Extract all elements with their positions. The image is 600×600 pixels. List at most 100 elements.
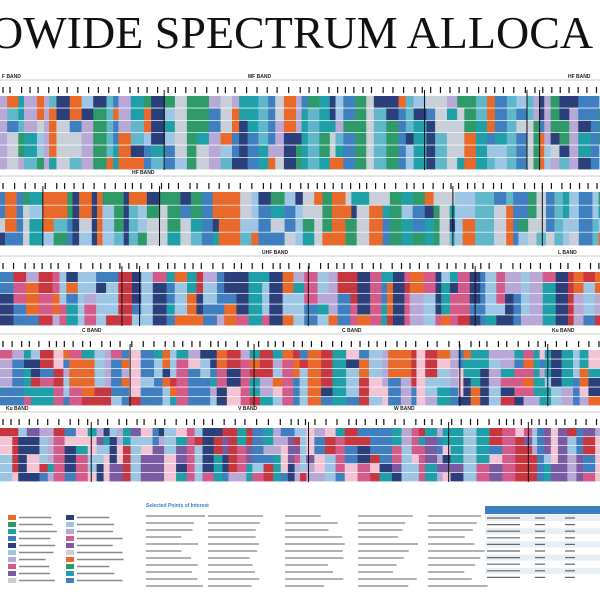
allocation-cell bbox=[545, 192, 555, 205]
allocation-cell bbox=[533, 133, 540, 145]
allocation-cell bbox=[423, 293, 436, 304]
allocation-cell bbox=[56, 96, 71, 108]
allocation-cell bbox=[594, 304, 600, 315]
allocation-cell bbox=[69, 368, 83, 378]
allocation-cell bbox=[275, 120, 285, 133]
allocation-cell bbox=[357, 464, 371, 473]
allocation-cell bbox=[0, 368, 13, 378]
allocation-cell bbox=[449, 272, 459, 283]
allocation-cell bbox=[111, 378, 122, 387]
allocation-cell bbox=[450, 455, 464, 464]
allocation-cell bbox=[67, 192, 73, 205]
allocation-cell bbox=[44, 108, 50, 121]
allocation-cell bbox=[47, 437, 55, 446]
legend-swatch bbox=[66, 550, 74, 555]
allocation-cell bbox=[44, 133, 50, 145]
allocation-cell bbox=[502, 446, 516, 455]
allocation-cell bbox=[0, 350, 13, 359]
allocation-cell bbox=[463, 473, 477, 482]
allocation-cell bbox=[170, 350, 177, 359]
allocation-cell bbox=[293, 387, 300, 397]
allocation-cell bbox=[433, 232, 440, 246]
allocation-cell bbox=[93, 120, 107, 133]
allocation-cell bbox=[210, 378, 218, 387]
allocation-cell bbox=[102, 232, 115, 246]
allocation-cell bbox=[437, 359, 451, 369]
allocation-cell bbox=[439, 219, 450, 232]
allocation-cell bbox=[151, 133, 166, 145]
allocation-cell bbox=[16, 205, 24, 219]
allocation-cell bbox=[130, 120, 145, 133]
allocation-cell bbox=[387, 304, 394, 315]
allocation-cell bbox=[140, 368, 155, 378]
allocation-cell bbox=[319, 120, 331, 133]
allocation-cell bbox=[12, 464, 19, 473]
allocation-cell bbox=[113, 133, 119, 145]
allocation-cell bbox=[561, 350, 574, 359]
allocation-cell bbox=[480, 378, 490, 387]
allocation-cell bbox=[579, 350, 589, 359]
allocation-cell bbox=[128, 359, 141, 369]
allocation-cell bbox=[166, 282, 176, 293]
allocation-cell bbox=[382, 350, 389, 359]
allocation-cell bbox=[218, 219, 233, 232]
allocation-cell bbox=[72, 205, 80, 219]
allocation-cell bbox=[269, 282, 283, 293]
allocation-cell bbox=[514, 359, 524, 369]
allocation-cell bbox=[387, 293, 394, 304]
allocation-cell bbox=[523, 387, 534, 397]
allocation-cell bbox=[480, 315, 486, 326]
allocation-cell bbox=[270, 232, 285, 246]
allocation-cell bbox=[53, 428, 65, 437]
allocation-cell bbox=[343, 120, 356, 133]
allocation-cell bbox=[36, 157, 45, 170]
allocation-cell bbox=[382, 396, 389, 406]
allocation-cell bbox=[344, 437, 358, 446]
allocation-cell bbox=[69, 120, 82, 133]
allocation-cell bbox=[59, 282, 67, 293]
allocation-cell bbox=[450, 396, 459, 406]
allocation-cell bbox=[72, 192, 80, 205]
allocation-cell bbox=[16, 219, 24, 232]
allocation-cell bbox=[16, 192, 24, 205]
allocation-cell bbox=[545, 232, 555, 246]
allocation-cell bbox=[321, 350, 333, 359]
allocation-cell bbox=[176, 350, 189, 359]
allocation-cell bbox=[247, 133, 259, 145]
allocation-cell bbox=[368, 396, 383, 406]
allocation-cell bbox=[411, 359, 417, 369]
allocation-cell bbox=[391, 464, 402, 473]
legend-swatch bbox=[8, 543, 16, 548]
allocation-cell bbox=[331, 219, 346, 232]
allocation-cell bbox=[81, 108, 94, 121]
allocation-cell bbox=[533, 378, 540, 387]
allocation-cell bbox=[514, 396, 524, 406]
allocation-cell bbox=[520, 315, 530, 326]
allocation-cell bbox=[381, 315, 388, 326]
allocation-cell bbox=[294, 446, 301, 455]
allocation-cell bbox=[283, 145, 297, 158]
allocation-cell bbox=[296, 145, 302, 158]
allocation-cell bbox=[301, 120, 309, 133]
allocation-cell bbox=[106, 315, 119, 326]
allocation-cell bbox=[216, 293, 225, 304]
allocation-cell bbox=[258, 133, 269, 145]
allocation-cell bbox=[391, 428, 402, 437]
allocation-cell bbox=[251, 232, 259, 246]
allocation-cell bbox=[220, 108, 233, 121]
allocation-cell bbox=[77, 315, 85, 326]
allocation-cell bbox=[435, 133, 448, 145]
allocation-cell bbox=[332, 387, 347, 397]
allocation-cell bbox=[435, 120, 448, 133]
allocation-cell bbox=[514, 350, 524, 359]
band-label: Ku BAND bbox=[6, 406, 29, 412]
allocation-cell bbox=[545, 205, 555, 219]
allocation-cell bbox=[543, 464, 552, 473]
allocation-cell bbox=[122, 455, 131, 464]
allocation-cell bbox=[0, 133, 8, 145]
allocation-cell bbox=[442, 464, 451, 473]
allocation-cell bbox=[154, 359, 163, 369]
allocation-cell bbox=[69, 378, 83, 387]
allocation-cell bbox=[228, 473, 238, 482]
allocation-cell bbox=[130, 96, 145, 108]
